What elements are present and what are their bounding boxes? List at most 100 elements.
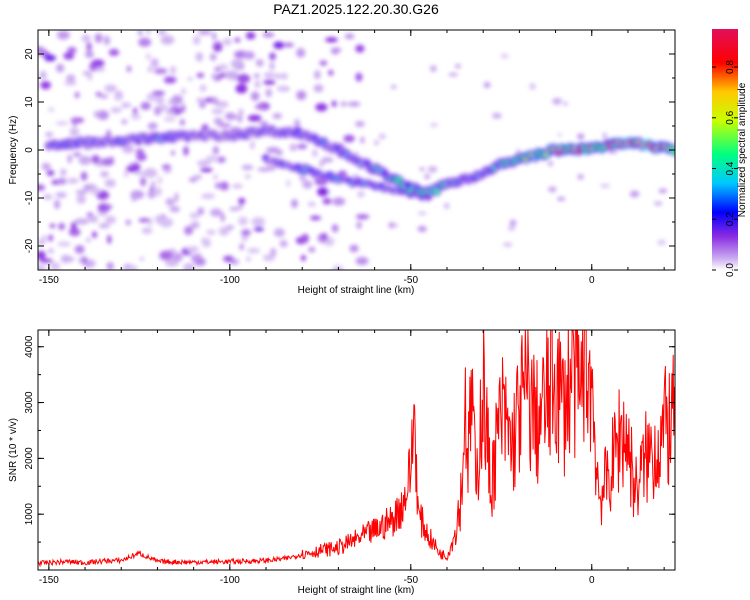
spectrogram-noise-blob xyxy=(195,52,204,62)
spectrogram-noise-blob xyxy=(443,202,450,209)
spectrogram-x-tick-label: -100 xyxy=(220,275,240,286)
spectrogram-noise-blob xyxy=(254,104,268,110)
spectrogram-noise-blob xyxy=(157,176,163,185)
spectrogram-noise-blob xyxy=(294,118,301,129)
spectrogram-noise-blob xyxy=(49,223,56,229)
spectrogram-noise-blob xyxy=(301,233,309,244)
spectrogram-noise-blob xyxy=(393,223,398,228)
spectrogram-noise-blob xyxy=(204,97,213,103)
spectrogram-noise-blob xyxy=(217,123,232,128)
spectrogram-noise-blob xyxy=(163,116,176,122)
spectrogram-noise-blob xyxy=(60,254,71,264)
spectrogram-noise-blob xyxy=(254,79,261,89)
spectrogram-noise-blob xyxy=(220,213,225,223)
spectrogram-noise-blob xyxy=(266,146,280,154)
spectrogram-noise-blob xyxy=(296,90,307,101)
colorbar-tick-label: 0.6 xyxy=(725,110,736,124)
spectrogram-noise-blob xyxy=(125,219,131,226)
spectrogram-noise-blob xyxy=(313,84,324,93)
spectrogram-noise-blob xyxy=(332,197,346,206)
spectrogram-noise-blob xyxy=(312,148,318,158)
spectrogram-noise-blob xyxy=(163,76,177,84)
spectrogram-noise-blob xyxy=(557,197,566,201)
spectrogram-noise-blob xyxy=(224,70,239,80)
spectrogram-noise-blob xyxy=(123,170,129,178)
spectrogram-noise-blob xyxy=(272,113,282,120)
spectrogram-noise-blob xyxy=(74,244,85,254)
spectrogram-noise-blob xyxy=(262,254,276,262)
spectrogram-y-label: Frequency (Hz) xyxy=(8,116,19,185)
spectrogram-noise-blob xyxy=(104,204,113,209)
spectrogram-noise-blob xyxy=(228,115,238,120)
spectrogram-noise-blob xyxy=(86,42,92,52)
colorbar-tick-label: 0.8 xyxy=(725,60,736,74)
spectrogram-noise-blob xyxy=(40,80,51,90)
spectrogram-noise-blob xyxy=(321,157,334,163)
spectrogram-noise-blob xyxy=(38,184,46,191)
spectrogram-noise-blob xyxy=(146,30,151,36)
spectrogram-noise-blob xyxy=(354,120,365,128)
spectrogram-noise-blob xyxy=(48,107,55,112)
spectrogram-noise-blob xyxy=(319,60,328,66)
spectrogram-noise-blob xyxy=(344,33,355,40)
spectrogram-noise-blob xyxy=(247,114,262,122)
spectrogram-noise-blob xyxy=(355,214,370,220)
spectrogram-noise-blob xyxy=(81,34,91,43)
spectrogram-noise-blob xyxy=(95,66,105,72)
spectrogram-noise-blob xyxy=(212,42,223,52)
spectrogram-noise-blob xyxy=(246,257,251,262)
spectrogram-noise-blob xyxy=(206,229,216,236)
spectrogram-noise-blob xyxy=(430,65,437,72)
colorbar-tick-label: 0.0 xyxy=(725,263,736,277)
spectrogram-noise-blob xyxy=(419,167,426,171)
spectrogram-noise-blob xyxy=(483,81,491,89)
spectrogram-noise-blob xyxy=(66,74,76,83)
colorbar-ticks: 0.0 0.2 0.4 0.6 0.8 xyxy=(712,60,738,277)
spectrogram-noise-blob xyxy=(229,206,241,212)
spectrogram-noise-blob xyxy=(50,261,61,270)
snr-x-tick-label: -150 xyxy=(39,575,59,586)
spectrogram-noise-blob xyxy=(251,217,266,227)
spectrogram-noise-blob xyxy=(127,264,138,270)
spectrogram-noise-blob xyxy=(322,198,332,205)
spectrogram-noise-blob xyxy=(270,248,277,257)
spectrogram-noise-blob xyxy=(629,190,640,198)
spectrogram-x-label: Height of straight line (km) xyxy=(298,285,415,296)
spectrogram-noise-blob xyxy=(81,256,88,265)
spectrogram-noise-blob xyxy=(93,110,100,118)
spectrogram-noise-blob xyxy=(141,227,153,235)
spectrogram-noise-blob xyxy=(258,121,269,126)
spectrogram-noise-blob xyxy=(143,168,158,178)
spectrogram-noise-blob xyxy=(150,58,159,68)
spectrogram-noise-blob xyxy=(91,59,105,68)
spectrogram-noise-blob xyxy=(138,37,152,47)
spectrogram-noise-blob xyxy=(217,63,229,71)
spectrogram-y-tick-label: 0 xyxy=(24,147,35,153)
spectrogram-noise-blob xyxy=(189,212,200,219)
spectrogram-noise-blob xyxy=(147,66,153,73)
spectrogram-noise-blob xyxy=(241,164,254,171)
spectrogram-noise-blob xyxy=(607,149,618,154)
spectrogram-noise-blob xyxy=(108,48,120,56)
spectrogram-noise-blob xyxy=(74,92,80,98)
spectrogram-noise-blob xyxy=(216,156,226,163)
spectrogram-noise-blob xyxy=(68,227,81,237)
spectrogram-noise-blob xyxy=(314,70,321,80)
spectrogram-noise-blob xyxy=(165,198,175,206)
spectrogram-noise-blob xyxy=(378,133,386,140)
spectrogram-noise-blob xyxy=(492,112,502,119)
spectrogram-noise-blob xyxy=(212,32,217,40)
spectrogram-noise-blob xyxy=(289,143,298,152)
spectrogram-noise-blob xyxy=(508,224,516,232)
spectrogram-noise-blob xyxy=(67,46,77,54)
spectrogram-noise-blob xyxy=(190,221,200,229)
spectrogram-noise-blob xyxy=(235,83,248,94)
spectrogram-noise-blob xyxy=(183,225,194,236)
spectrogram-noise-blob xyxy=(309,215,322,221)
spectrogram-noise-blob xyxy=(236,73,251,84)
spectrogram-noise-blob xyxy=(103,35,111,46)
spectrogram-noise-blob xyxy=(563,101,568,106)
spectrogram-noise-blob xyxy=(238,197,246,205)
spectrogram-noise-blob xyxy=(192,35,201,45)
spectrogram-ridge-cell xyxy=(671,147,675,154)
